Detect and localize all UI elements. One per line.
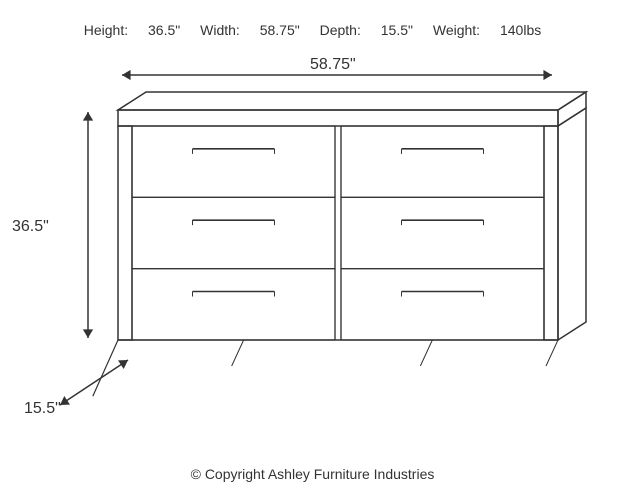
dimension-depth-label: 15.5"	[24, 400, 61, 418]
dresser-diagram	[0, 0, 625, 500]
dimension-width-label: 58.75"	[310, 56, 356, 74]
dimension-height-label: 36.5"	[12, 218, 49, 236]
copyright-text: © Copyright Ashley Furniture Industries	[0, 466, 625, 482]
